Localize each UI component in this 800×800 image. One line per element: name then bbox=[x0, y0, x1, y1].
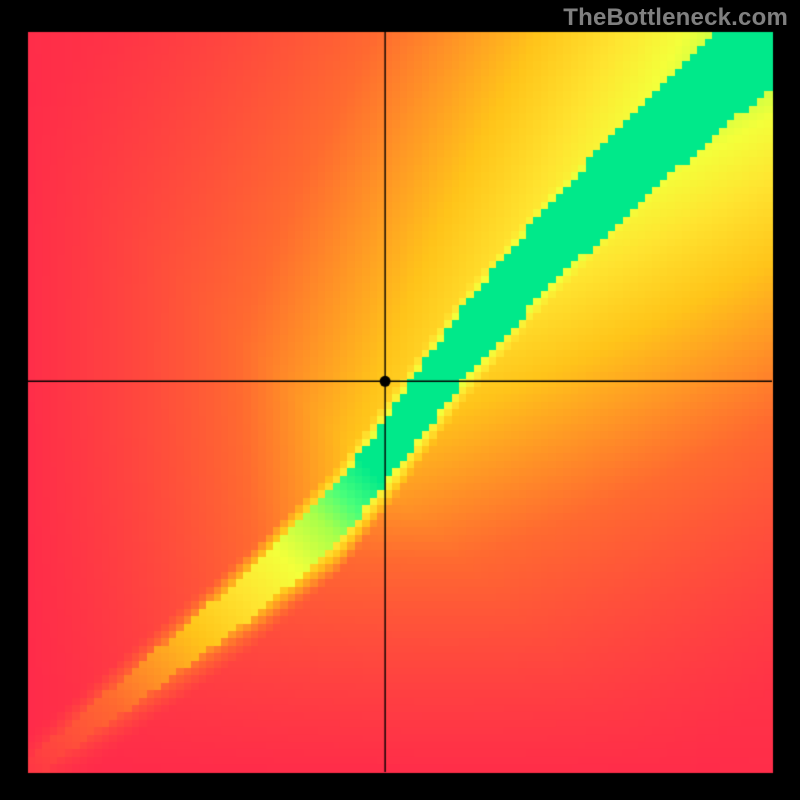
heatmap-canvas bbox=[0, 0, 800, 800]
watermark-text: TheBottleneck.com bbox=[563, 4, 788, 32]
figure-container: TheBottleneck.com bbox=[0, 0, 800, 800]
